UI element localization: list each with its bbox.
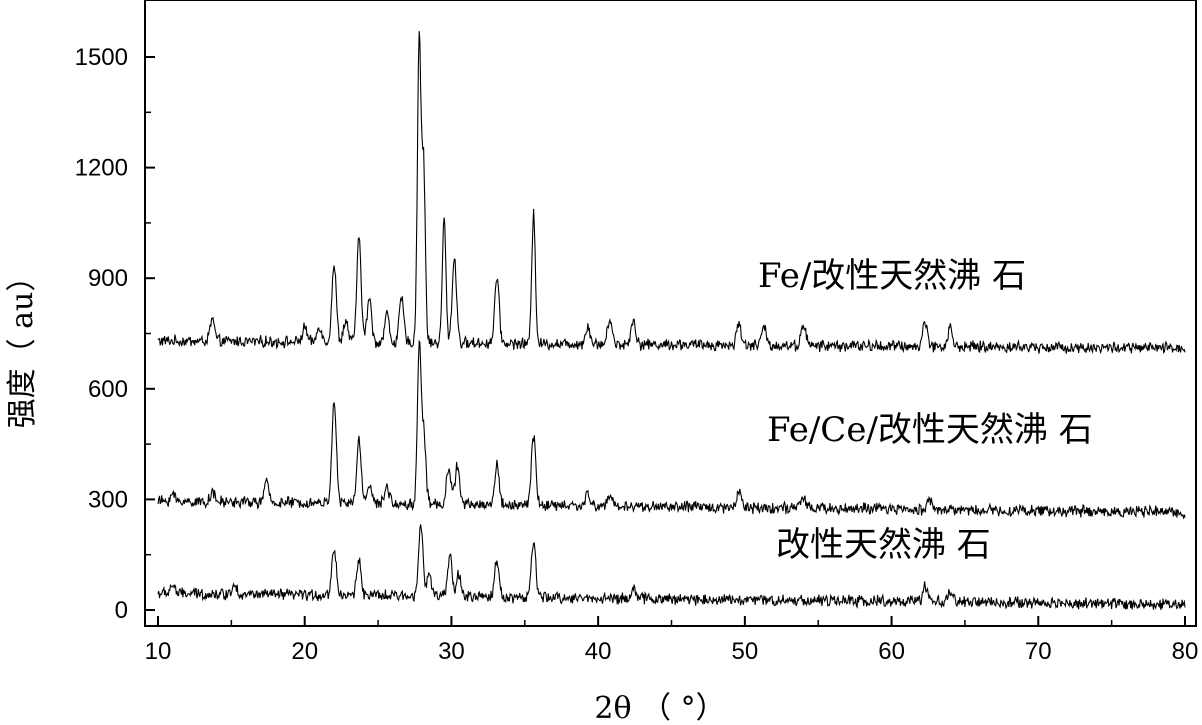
series-label-base: 改性天然沸 石 xyxy=(776,525,991,565)
series-label-fe-ce: Fe/Ce/改性天然沸 石 xyxy=(767,410,1093,450)
series-line-1 xyxy=(157,339,1186,520)
x-tick-label-50: 50 xyxy=(732,638,759,665)
x-tick-label-20: 20 xyxy=(291,638,318,665)
series-traces xyxy=(157,31,1186,611)
y-tick-label-0: 0 xyxy=(115,597,128,624)
y-tick-label-1500: 1500 xyxy=(75,44,128,71)
y-tick-label-300: 300 xyxy=(88,486,128,513)
y-tick-label-600: 600 xyxy=(88,376,128,403)
x-tick-label-10: 10 xyxy=(145,638,172,665)
x-tick-label-60: 60 xyxy=(878,638,905,665)
series-line-0 xyxy=(157,31,1186,355)
x-tick-label-30: 30 xyxy=(438,638,465,665)
x-tick-label-80: 80 xyxy=(1172,638,1199,665)
x-tick-label-70: 70 xyxy=(1025,638,1052,665)
axis-ticks xyxy=(145,56,1186,626)
y-tick-label-900: 900 xyxy=(88,265,128,292)
y-axis-title: 强度（ au） xyxy=(5,262,40,429)
series-label-fe: Fe/改性天然沸 石 xyxy=(758,256,1026,296)
plot-frame xyxy=(144,0,1197,627)
tick-labels: 10 20 30 40 50 60 70 80 0 300 600 900 1200 1500 xyxy=(75,44,1199,665)
series-labels: Fe/改性天然沸 石 Fe/Ce/改性天然沸 石 改性天然沸 石 xyxy=(758,256,1093,565)
y-tick-label-1200: 1200 xyxy=(75,155,128,182)
x-axis-title: 2θ （ °） xyxy=(594,691,725,725)
x-tick-label-40: 40 xyxy=(585,638,612,665)
series-line-2 xyxy=(157,524,1186,611)
